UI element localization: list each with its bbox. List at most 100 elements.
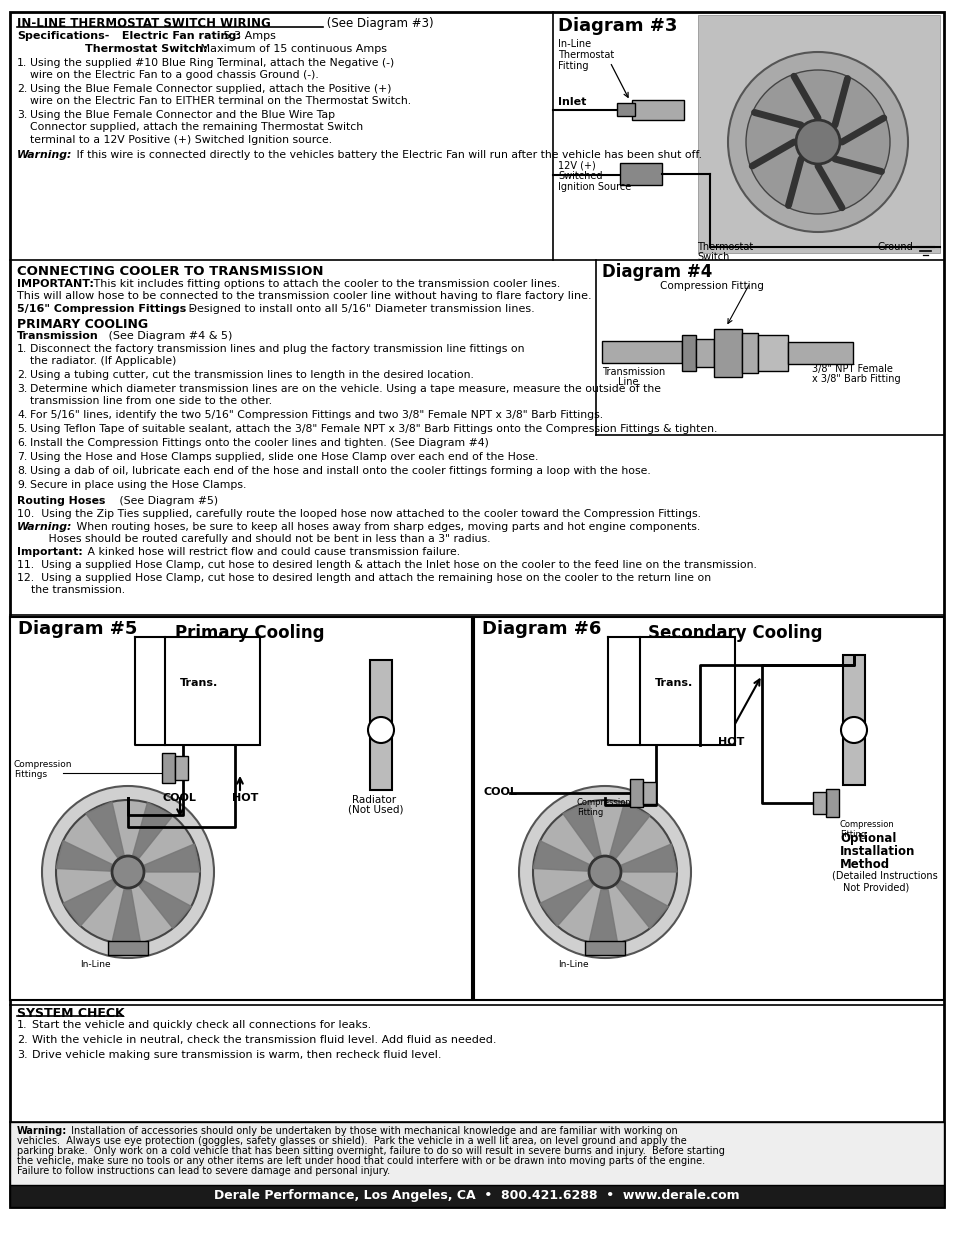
Text: 11.  Using a supplied Hose Clamp, cut hose to desired length & attach the Inlet : 11. Using a supplied Hose Clamp, cut hos…: [17, 559, 756, 571]
Text: Line: Line: [618, 377, 638, 387]
Bar: [619, 163, 661, 185]
Text: Using a dab of oil, lubricate each end of the hose and install onto the cooler f: Using a dab of oil, lubricate each end o…: [30, 466, 650, 475]
Bar: [370, 659, 392, 790]
Text: 3.: 3.: [17, 110, 28, 120]
Polygon shape: [621, 844, 677, 872]
Text: In-Line: In-Line: [558, 40, 591, 49]
Text: Switched: Switched: [558, 170, 602, 182]
Text: 1.: 1.: [17, 345, 28, 354]
Text: Secure in place using the Hose Clamps.: Secure in place using the Hose Clamps.: [30, 480, 246, 490]
Polygon shape: [135, 637, 165, 745]
Text: Specifications-: Specifications-: [17, 31, 110, 41]
Circle shape: [518, 785, 690, 958]
Text: Trans.: Trans.: [655, 678, 693, 688]
Bar: [787, 342, 852, 364]
Text: SYSTEM CHECK: SYSTEM CHECK: [17, 1007, 125, 1020]
Text: Compression: Compression: [577, 798, 631, 806]
Text: IN-LINE THERMOSTAT SWITCH WIRING: IN-LINE THERMOSTAT SWITCH WIRING: [17, 17, 271, 30]
Text: CONNECTING COOLER TO TRANSMISSION: CONNECTING COOLER TO TRANSMISSION: [17, 266, 323, 278]
Text: IMPORTANT:: IMPORTANT:: [17, 279, 93, 289]
Text: Warning:: Warning:: [17, 1126, 67, 1136]
Bar: [741, 333, 758, 373]
Bar: [758, 335, 787, 370]
Polygon shape: [139, 881, 191, 929]
Polygon shape: [112, 889, 140, 942]
Text: Secondary Cooling: Secondary Cooling: [647, 624, 821, 642]
Polygon shape: [132, 803, 172, 858]
Polygon shape: [609, 803, 649, 858]
Text: Fitting: Fitting: [558, 61, 588, 70]
Bar: [108, 941, 148, 955]
Text: 2.: 2.: [17, 1035, 28, 1045]
Text: 1.: 1.: [17, 1020, 28, 1030]
Text: Using the Blue Female Connector supplied, attach the Positive (+)
wire on the El: Using the Blue Female Connector supplied…: [30, 84, 411, 106]
Text: With the vehicle in neutral, check the transmission fluid level. Add fluid as ne: With the vehicle in neutral, check the t…: [32, 1035, 496, 1045]
Text: 8.: 8.: [17, 466, 28, 475]
Text: 3/8" NPT Female: 3/8" NPT Female: [811, 364, 892, 374]
Circle shape: [112, 856, 144, 888]
Bar: [162, 753, 174, 783]
Polygon shape: [539, 879, 593, 926]
Text: Derale Performance, Los Angeles, CA  •  800.421.6288  •  www.derale.com: Derale Performance, Los Angeles, CA • 80…: [214, 1188, 739, 1202]
Text: 7.: 7.: [17, 452, 28, 462]
Text: HOT: HOT: [232, 793, 258, 803]
Polygon shape: [562, 802, 600, 857]
Text: Fitting: Fitting: [840, 830, 865, 839]
Text: 1.: 1.: [17, 58, 28, 68]
Polygon shape: [616, 881, 667, 929]
Text: the transmission.: the transmission.: [17, 585, 125, 595]
Text: 5.3 Amps: 5.3 Amps: [220, 31, 275, 41]
Text: Thermostat: Thermostat: [697, 242, 753, 252]
Circle shape: [795, 120, 840, 164]
Text: For 5/16" lines, identify the two 5/16" Compression Fittings and two 3/8" Female: For 5/16" lines, identify the two 5/16" …: [30, 410, 602, 420]
Bar: [825, 789, 838, 818]
Bar: [165, 637, 260, 745]
Text: vehicles.  Always use eye protection (goggles, safety glasses or shield).  Park : vehicles. Always use eye protection (gog…: [17, 1136, 686, 1146]
Text: 2.: 2.: [17, 84, 28, 94]
Text: Fittings: Fittings: [14, 769, 47, 779]
Text: (See Diagram #3): (See Diagram #3): [323, 17, 434, 30]
Text: Fitting: Fitting: [577, 808, 602, 818]
Bar: [713, 329, 741, 377]
Text: This kit includes fitting options to attach the cooler to the transmission coole: This kit includes fitting options to att…: [90, 279, 559, 289]
Polygon shape: [56, 841, 112, 871]
Text: COOL: COOL: [483, 787, 517, 797]
Text: Thermostat: Thermostat: [558, 49, 614, 61]
Text: Install the Compression Fittings onto the cooler lines and tighten. (See Diagram: Install the Compression Fittings onto th…: [30, 438, 488, 448]
Text: parking brake.  Only work on a cold vehicle that has been sitting overnight, fai: parking brake. Only work on a cold vehic…: [17, 1146, 724, 1156]
Text: Hoses should be routed carefully and should not be bent in less than a 3" radius: Hoses should be routed carefully and sho…: [17, 534, 490, 543]
Text: Using a tubing cutter, cut the transmission lines to length in the desired locat: Using a tubing cutter, cut the transmiss…: [30, 370, 474, 380]
Bar: [174, 756, 188, 781]
Text: Warning:: Warning:: [17, 522, 72, 532]
Polygon shape: [86, 802, 124, 857]
Text: Compression: Compression: [14, 760, 72, 769]
Text: Transmission: Transmission: [601, 367, 664, 377]
Text: A kinked hose will restrict flow and could cause transmission failure.: A kinked hose will restrict flow and cou…: [84, 547, 459, 557]
Text: the vehicle, make sure no tools or any other items are left under hood that coul: the vehicle, make sure no tools or any o…: [17, 1156, 704, 1166]
Text: Diagram #4: Diagram #4: [601, 263, 712, 282]
Text: Installation of accessories should only be undertaken by those with mechanical k: Installation of accessories should only …: [68, 1126, 677, 1136]
Text: Important:: Important:: [17, 547, 83, 557]
Text: Compression Fitting: Compression Fitting: [659, 282, 763, 291]
Text: Designed to install onto all 5/16" Diameter transmission lines.: Designed to install onto all 5/16" Diame…: [185, 304, 535, 314]
Text: Method: Method: [840, 858, 889, 871]
Circle shape: [745, 70, 889, 214]
Bar: [10, 618, 472, 1000]
Text: Diagram #5: Diagram #5: [18, 620, 137, 638]
Text: Using the supplied #10 Blue Ring Terminal, attach the Negative (-)
wire on the E: Using the supplied #10 Blue Ring Termina…: [30, 58, 394, 80]
Bar: [10, 1186, 943, 1207]
Text: Warning:: Warning:: [17, 149, 72, 161]
Bar: [617, 103, 635, 116]
Text: Thermostat Switch:: Thermostat Switch:: [85, 44, 208, 54]
Text: Radiator: Radiator: [352, 795, 395, 805]
Circle shape: [56, 800, 200, 944]
Text: 5.: 5.: [17, 424, 28, 433]
Text: Transmission: Transmission: [17, 331, 99, 341]
Text: Electric Fan rating:: Electric Fan rating:: [118, 31, 240, 41]
Bar: [584, 941, 624, 955]
Text: When routing hoses, be sure to keep all hoses away from sharp edges, moving part: When routing hoses, be sure to keep all …: [73, 522, 700, 532]
Text: In-Line: In-Line: [80, 960, 111, 969]
Text: Installation: Installation: [840, 845, 915, 858]
Text: Not Provided): Not Provided): [842, 882, 908, 892]
Text: x 3/8" Barb Fitting: x 3/8" Barb Fitting: [811, 374, 900, 384]
